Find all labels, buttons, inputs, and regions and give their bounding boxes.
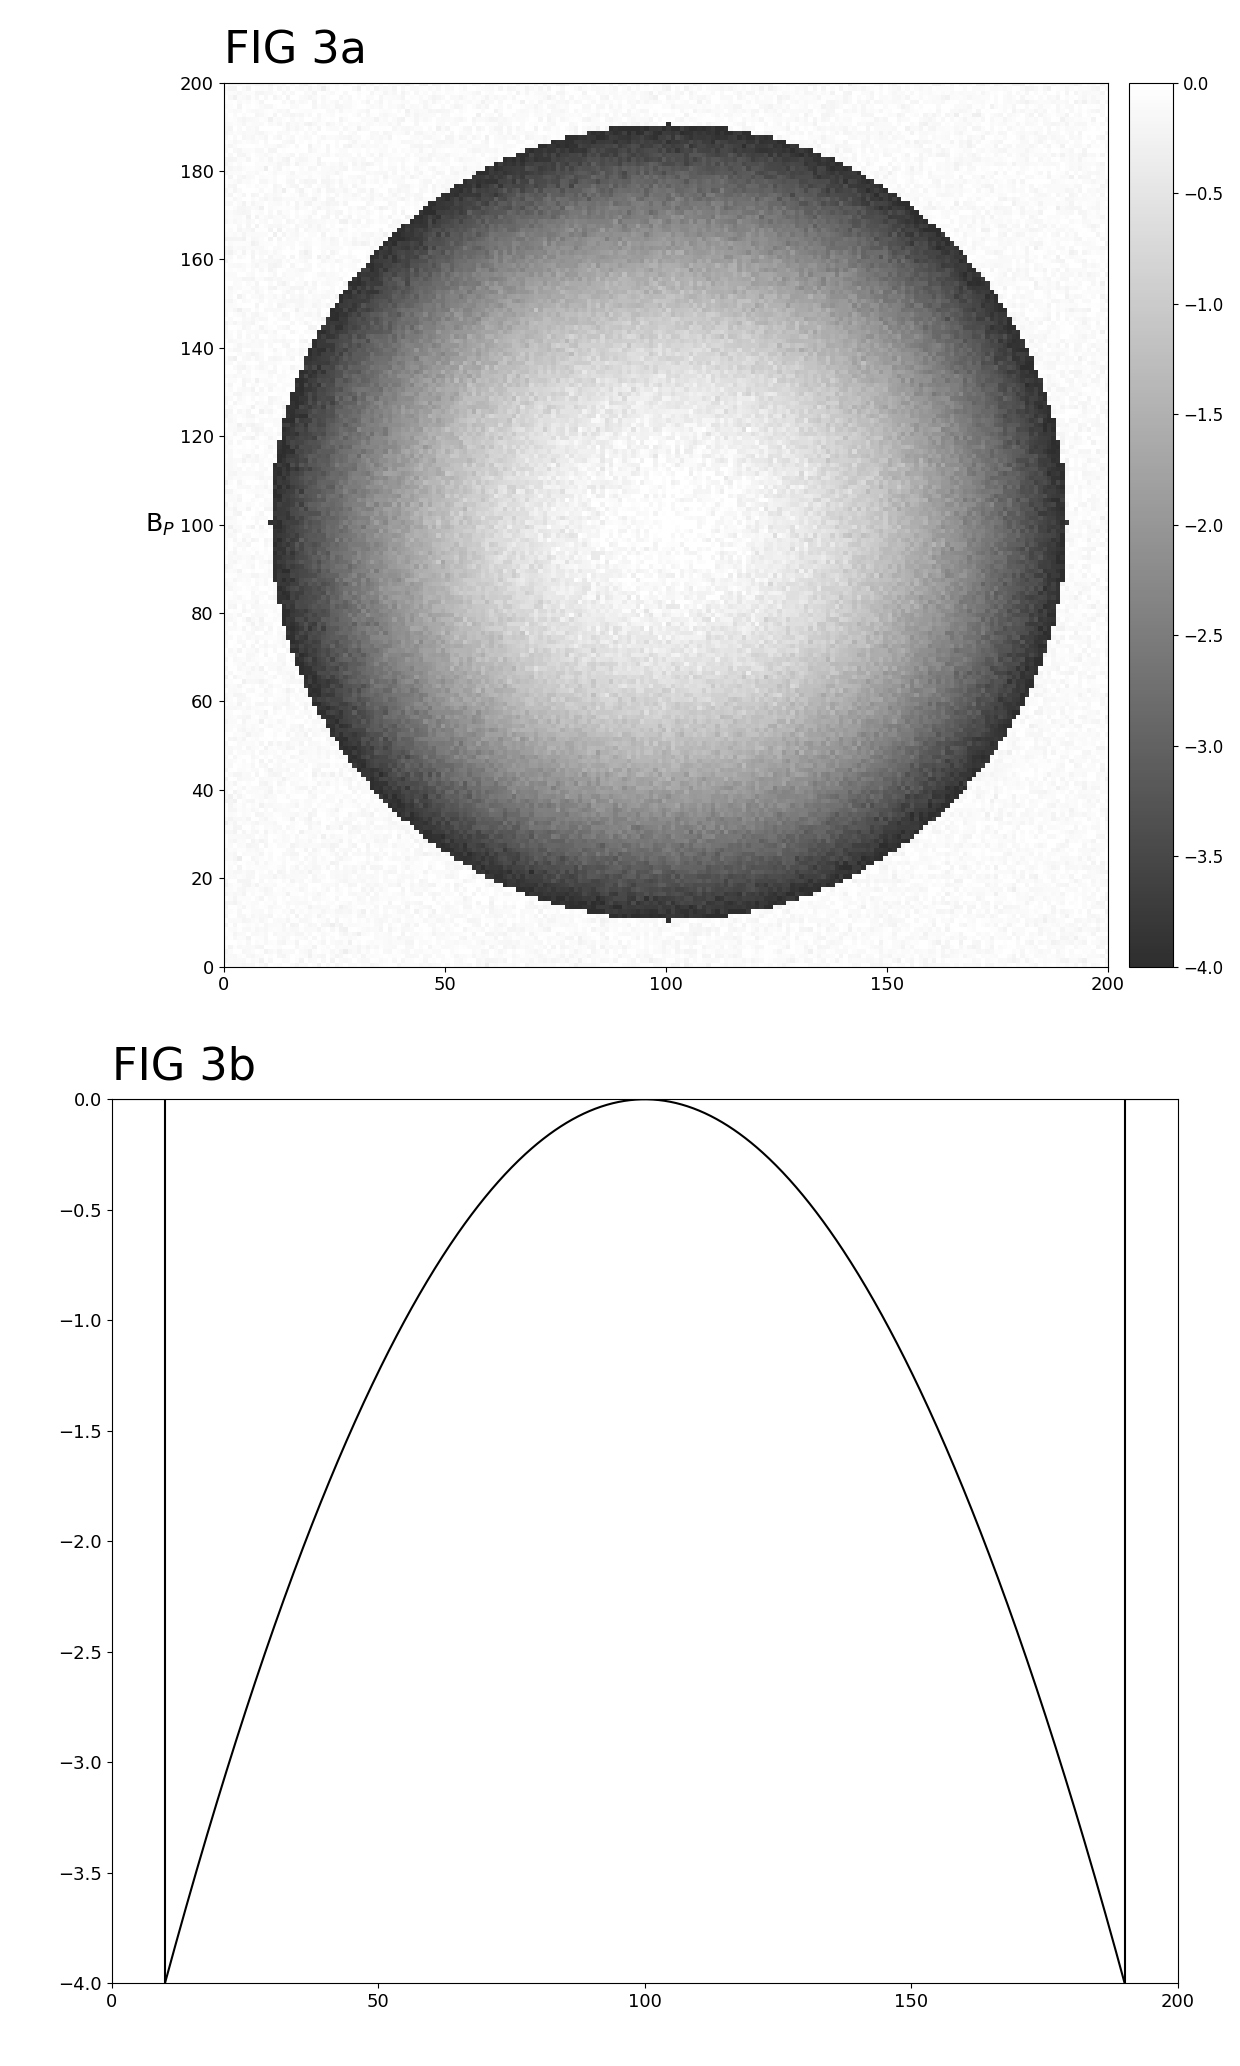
Text: FIG 3a: FIG 3a xyxy=(223,29,367,72)
Text: FIG 3b: FIG 3b xyxy=(112,1045,255,1089)
Y-axis label: B$_P$: B$_P$ xyxy=(145,512,175,537)
